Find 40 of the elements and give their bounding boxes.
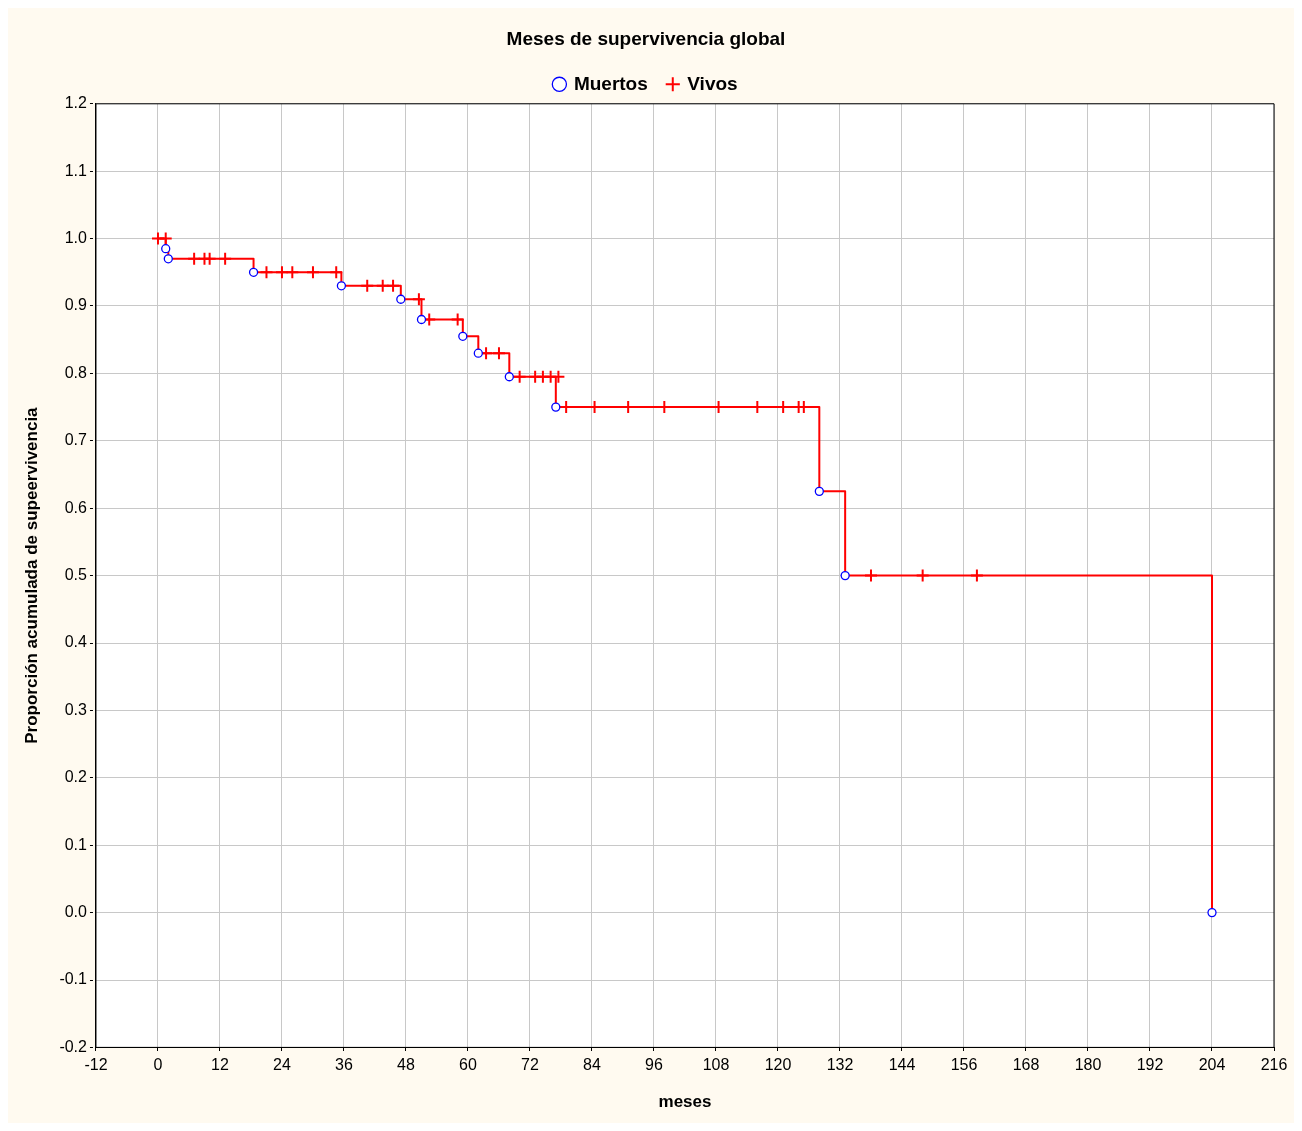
x-tick-label: 96 [645, 1056, 663, 1074]
y-tick-label: 1.2 [64, 94, 88, 112]
x-tick-label: 168 [1012, 1056, 1040, 1074]
x-tick-label: 72 [521, 1056, 539, 1074]
y-tick-label: -0.2 [59, 1037, 88, 1055]
legend-label: Muertos [573, 72, 648, 94]
y-tick-label: 1.1 [64, 161, 88, 179]
legend-label: Vivos [687, 72, 738, 94]
x-tick-label: 192 [1136, 1056, 1164, 1074]
x-tick-label: 36 [335, 1056, 353, 1074]
y-axis-title: Proporción acumulada de supeervivencia [21, 406, 41, 744]
y-tick-label: 1.0 [64, 229, 88, 247]
x-axis-title: meses [658, 1092, 712, 1112]
y-tick-label: 0.8 [64, 363, 88, 381]
y-tick-label: 0.2 [64, 768, 88, 786]
x-tick-label: 204 [1198, 1056, 1226, 1074]
x-tick-label: 156 [950, 1056, 978, 1074]
y-tick-label: 0.7 [64, 431, 88, 449]
x-tick-label: 144 [888, 1056, 916, 1074]
x-tick-label: -12 [84, 1056, 108, 1074]
x-tick-label: 84 [583, 1056, 601, 1074]
x-tick-label: 216 [1260, 1056, 1288, 1074]
x-tick-label: 132 [826, 1056, 854, 1074]
x-tick-label: 108 [702, 1056, 730, 1074]
y-tick-label: 0.4 [64, 633, 88, 651]
y-tick-label: 0.1 [64, 835, 88, 853]
chart-title: Meses de supervivencia global [506, 27, 786, 49]
x-tick-label: 48 [397, 1056, 415, 1074]
y-tick-label: 0.0 [64, 903, 88, 921]
x-tick-label: 120 [764, 1056, 792, 1074]
x-tick-label: 180 [1074, 1056, 1102, 1074]
x-tick-label: 12 [211, 1056, 229, 1074]
y-tick-label: 0.5 [64, 566, 88, 584]
x-tick-label: 60 [459, 1056, 477, 1074]
x-tick-label: 0 [153, 1056, 163, 1074]
y-tick-label: 0.6 [64, 498, 88, 516]
x-tick-label: 24 [273, 1056, 291, 1074]
y-tick-label: -0.1 [59, 970, 88, 988]
y-tick-label: 0.3 [64, 700, 88, 718]
y-tick-label: 0.9 [64, 296, 88, 314]
